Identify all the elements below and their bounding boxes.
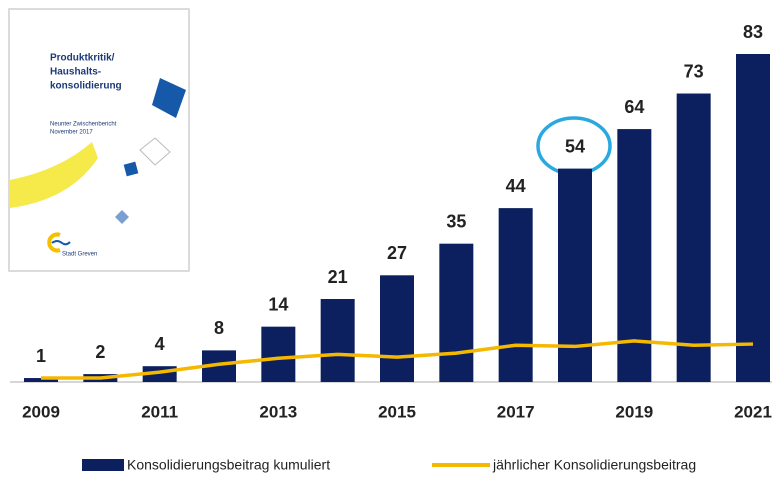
- document-cover: Produktkritik/ Haushalts- konsolidierung…: [8, 8, 190, 272]
- value-label: 4: [155, 334, 165, 354]
- cover-subtitle: November 2017: [50, 130, 93, 136]
- value-label: 35: [446, 211, 466, 231]
- value-label: 64: [624, 97, 644, 117]
- cover-shape: [152, 78, 186, 118]
- value-label: 54: [565, 136, 585, 156]
- value-label: 27: [387, 243, 407, 263]
- bar: [617, 129, 652, 382]
- logo-mark: [51, 240, 71, 246]
- bar: [380, 275, 414, 382]
- cover-title: konsolidierung: [50, 81, 122, 92]
- cover-shape: [139, 137, 171, 166]
- bar: [558, 168, 592, 382]
- value-label: 14: [268, 294, 288, 314]
- x-tick-label: 2021: [734, 402, 772, 421]
- cover-title: Haushalts-: [50, 67, 101, 78]
- x-tick-label: 2019: [615, 402, 653, 421]
- cover-shape: [10, 142, 98, 208]
- cover-shape: [115, 210, 129, 224]
- cover-frame: [8, 8, 190, 272]
- line: [41, 339, 754, 380]
- x-tick-label: 2009: [22, 402, 60, 421]
- bar: [261, 326, 296, 382]
- value-label: 8: [214, 318, 224, 338]
- value-label: 44: [506, 176, 526, 196]
- x-tick-label: 2011: [141, 402, 178, 421]
- value-label: 73: [684, 61, 704, 81]
- bar: [498, 208, 533, 382]
- bar: [736, 54, 770, 382]
- bar: [320, 299, 355, 382]
- bar: [24, 378, 58, 382]
- bar: [676, 93, 711, 383]
- value-label: 1: [36, 346, 46, 366]
- value-label: 2: [95, 342, 105, 362]
- value-label: 83: [743, 22, 763, 42]
- x-tick-label: 2013: [259, 402, 297, 421]
- logo-mark: [47, 232, 61, 253]
- legend-label: Konsolidierungsbeitrag kumuliert: [127, 457, 330, 473]
- cover-shape: [123, 161, 139, 177]
- cover-logo-text: Stadt Greven: [62, 252, 97, 258]
- cover-subtitle: Neunter Zwischenbericht: [50, 122, 117, 128]
- x-tick-label: 2017: [497, 402, 535, 421]
- cover-title: Produktkritik/: [50, 53, 115, 64]
- x-tick-label: 2015: [378, 402, 416, 421]
- value-label: 21: [328, 267, 348, 287]
- bar: [439, 243, 474, 382]
- legend-label: jährlicher Konsolidierungsbeitrag: [492, 457, 696, 473]
- legend-swatch: [82, 459, 124, 471]
